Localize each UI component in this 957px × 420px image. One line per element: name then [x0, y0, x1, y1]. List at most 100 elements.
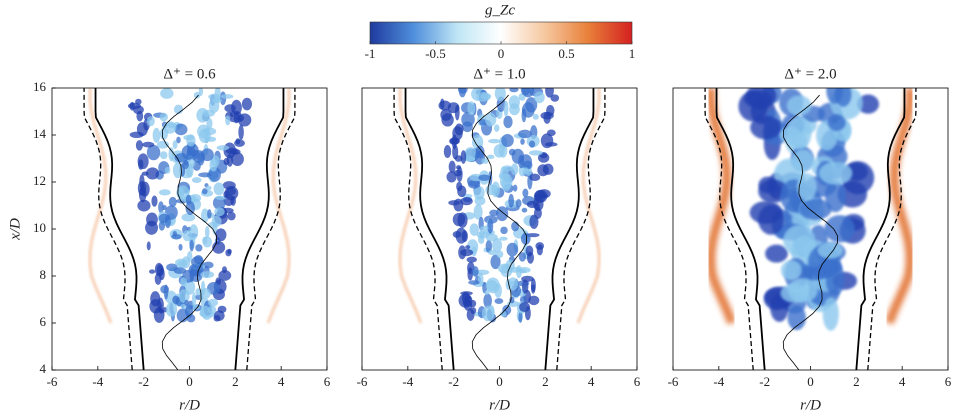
- core-blob: [528, 295, 540, 306]
- core-blob: [521, 279, 529, 294]
- x-axis-label: r/D: [800, 397, 821, 413]
- core-blob: [214, 195, 227, 200]
- core-blob: [441, 113, 454, 127]
- core-blob: [824, 180, 846, 213]
- core-blob: [493, 124, 500, 132]
- core-blob: [522, 167, 529, 175]
- x-tick-label: 2: [853, 374, 860, 389]
- core-blob: [817, 242, 843, 259]
- inner-contour: [161, 94, 218, 370]
- core-blob: [211, 215, 222, 227]
- core-blob: [204, 137, 209, 143]
- core-blob: [787, 278, 818, 303]
- x-tick-label: -6: [668, 374, 679, 389]
- core-blob: [796, 173, 817, 201]
- core-blob: [195, 244, 203, 252]
- core-blob: [518, 252, 526, 262]
- core-blob: [857, 94, 880, 114]
- core-blob: [172, 162, 183, 179]
- field: [83, 88, 296, 370]
- core-blob: [178, 289, 190, 303]
- x-tick-label: -4: [92, 374, 103, 389]
- core-blob: [200, 148, 214, 162]
- core-blob: [231, 99, 242, 116]
- core-blob: [506, 242, 519, 257]
- core-blob: [488, 138, 501, 144]
- core-blob: [172, 230, 177, 237]
- core-blob: [152, 127, 161, 143]
- core-blob: [206, 117, 213, 130]
- core-blob: [509, 88, 519, 93]
- boundary-solid: [234, 88, 285, 370]
- core-blob: [827, 114, 846, 132]
- core-blob: [151, 195, 158, 207]
- core-blob: [168, 147, 175, 162]
- core-blob: [178, 243, 183, 251]
- core-blob: [798, 198, 832, 220]
- core-blob: [532, 113, 539, 120]
- core-blob: [135, 98, 142, 105]
- core-blob: [207, 209, 212, 219]
- boundary-solid: [94, 88, 145, 370]
- core-blob: [164, 166, 171, 174]
- core-blob: [162, 204, 167, 211]
- core-blob: [529, 173, 541, 182]
- core-blob: [172, 140, 178, 150]
- core-blob: [466, 256, 477, 263]
- core-blob: [500, 310, 507, 317]
- core-blob: [158, 201, 164, 214]
- core-blob: [528, 140, 536, 148]
- core-blob: [507, 277, 518, 291]
- core-blob: [484, 112, 497, 127]
- core-blob: [534, 193, 549, 199]
- colorbar: [369, 21, 633, 45]
- core-blob: [521, 275, 534, 282]
- colorbar-tick-label: 1: [629, 46, 636, 61]
- core-blob: [146, 144, 161, 161]
- x-tick-label: 0: [807, 374, 814, 389]
- core-blob: [743, 90, 773, 108]
- boundary-dashed: [867, 88, 917, 370]
- core-blob: [195, 288, 201, 296]
- x-axis-label: r/D: [489, 397, 510, 413]
- x-tick-label: 6: [324, 374, 331, 389]
- core-blob: [467, 267, 473, 281]
- core-blob: [176, 136, 181, 144]
- core-blob: [487, 218, 494, 234]
- core-blob: [216, 145, 230, 151]
- core-blob: [181, 144, 196, 160]
- x-tick-label: -6: [47, 374, 58, 389]
- core-blob: [546, 129, 556, 137]
- core-blob: [156, 140, 169, 149]
- core-blob: [158, 189, 171, 196]
- core-blob: [480, 93, 492, 100]
- x-tick-label: -6: [357, 374, 368, 389]
- core-blob: [465, 245, 471, 250]
- core-blob: [467, 101, 476, 116]
- boundary-solid: [404, 88, 455, 370]
- core-blob: [181, 161, 189, 170]
- core-blob: [227, 211, 236, 221]
- y-axis-label: x/D: [7, 218, 23, 241]
- y-tick-label: 12: [33, 173, 46, 188]
- colorbar-tick-label: 0.5: [558, 46, 574, 61]
- core-blob: [460, 150, 467, 164]
- core-blob: [520, 138, 525, 145]
- core-blob: [146, 116, 155, 127]
- colorbar-tick-label: -1: [365, 46, 376, 61]
- core-blob: [457, 212, 468, 228]
- core-blob: [780, 260, 802, 281]
- x-tick-label: 4: [899, 374, 906, 389]
- core-blob: [475, 145, 485, 159]
- core-blob: [154, 273, 162, 285]
- core-blob: [485, 280, 498, 292]
- shear-layer: [398, 88, 423, 324]
- core-blob: [153, 307, 165, 323]
- core-blob: [448, 160, 456, 173]
- core-blob: [184, 299, 189, 307]
- inner-contour: [471, 94, 528, 370]
- core-blob: [545, 88, 554, 98]
- core-blob: [138, 159, 144, 170]
- core-blob: [165, 302, 178, 317]
- x-tick-label: 2: [542, 374, 549, 389]
